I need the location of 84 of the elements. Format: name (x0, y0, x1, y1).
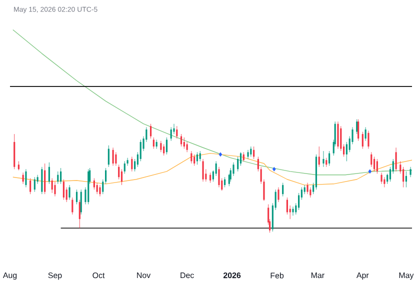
candlestick (99, 184, 101, 197)
candlestick (108, 145, 110, 168)
candlestick (224, 176, 226, 188)
candlestick (328, 150, 330, 166)
candlestick (292, 206, 294, 216)
candlestick (242, 152, 244, 162)
candlestick (131, 156, 133, 172)
candlestick (41, 166, 43, 194)
candlestick (370, 152, 372, 168)
candlestick (376, 158, 378, 174)
candlestick (166, 137, 168, 155)
candlestick (93, 178, 95, 190)
candlestick (186, 142, 188, 152)
candlestick (140, 139, 142, 162)
candlestick (183, 137, 185, 149)
candlestick (62, 179, 64, 200)
candlestick (152, 137, 154, 149)
candlestick (156, 139, 158, 149)
candlestick (60, 168, 62, 184)
candlestick (340, 126, 342, 152)
candlestick (54, 181, 56, 197)
candlestick (160, 140, 162, 152)
candlestick (18, 161, 20, 171)
candlestick (410, 166, 412, 178)
candlestick (104, 168, 107, 184)
candlestick (48, 162, 50, 184)
candlestick (163, 144, 165, 156)
candlestick (364, 127, 366, 142)
candlestick (118, 164, 120, 180)
candlestick (25, 168, 27, 188)
candlestick (253, 146, 255, 160)
candlestick (405, 171, 407, 188)
candlestick (298, 192, 300, 210)
candlestick (209, 172, 212, 183)
candlestick (218, 166, 220, 188)
candlestick (78, 200, 80, 228)
candlestick (112, 147, 114, 166)
candlestick (34, 176, 36, 192)
candlestick (250, 146, 252, 157)
candlestick (326, 158, 328, 168)
candlestick (57, 171, 59, 184)
candlestick (310, 187, 312, 198)
candlestick (306, 182, 308, 194)
candlestick (237, 156, 239, 172)
candlestick (150, 124, 152, 139)
candlestick (337, 121, 339, 149)
candlestick (395, 147, 397, 172)
candlestick (51, 178, 53, 194)
candlestick (322, 150, 324, 168)
candlestick (196, 152, 198, 165)
candlestick (247, 150, 249, 160)
candlestick (176, 126, 178, 139)
candlestick (384, 176, 386, 188)
candlestick (115, 152, 117, 166)
candlestick (194, 154, 196, 166)
candlestick (124, 161, 126, 174)
candlestick (170, 127, 172, 142)
candlestick (215, 161, 217, 176)
candlestick (30, 178, 32, 194)
candlestick (278, 187, 280, 202)
candlestick (304, 184, 306, 194)
candlestick (199, 150, 201, 162)
candlestick (358, 119, 360, 142)
candlestick (380, 172, 382, 184)
candlestick (68, 184, 70, 200)
candlestick (120, 168, 123, 186)
candlestick (386, 173, 388, 184)
candlestick (286, 197, 288, 215)
candlestick (72, 197, 74, 215)
candlestick (96, 182, 98, 194)
candlestick (102, 179, 104, 194)
candlestick (22, 172, 24, 184)
candlestick (346, 142, 348, 162)
candlestick (240, 152, 242, 166)
candlestick (373, 156, 376, 172)
candlestick (134, 158, 136, 172)
candlestick (282, 182, 284, 197)
candlestick (402, 166, 404, 188)
candlestick (362, 132, 364, 149)
candlestick (76, 189, 78, 205)
candlestick (318, 146, 320, 168)
candlestick (44, 163, 46, 194)
candlestick (202, 158, 204, 182)
candlestick (368, 130, 370, 149)
